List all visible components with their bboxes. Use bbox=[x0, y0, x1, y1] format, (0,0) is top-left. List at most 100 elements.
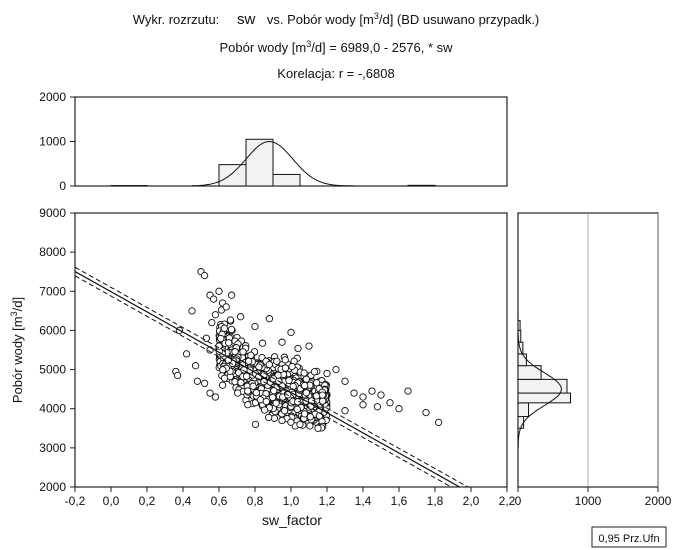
scatter-point bbox=[312, 379, 321, 387]
scatter-point bbox=[251, 322, 259, 331]
scatter-point bbox=[218, 381, 227, 389]
scatter-point bbox=[301, 381, 309, 390]
scatter-point bbox=[217, 334, 225, 343]
scatter-point bbox=[220, 324, 228, 332]
scatter-points bbox=[75, 266, 469, 487]
right-hist-x-tick-label: 1000 bbox=[575, 494, 602, 508]
scatter-point bbox=[209, 295, 218, 303]
scatter-point bbox=[258, 339, 267, 347]
confidence-legend-label: 0,95 Prz.Ufn bbox=[598, 533, 659, 545]
chart-header-line3: Korelacja: r = -,6808 bbox=[277, 66, 394, 81]
top-histogram-frame bbox=[74, 96, 508, 187]
scatter-point bbox=[312, 392, 321, 400]
scatter-point bbox=[239, 348, 247, 356]
header-text-a: vs. Pobór wody [m bbox=[267, 12, 374, 27]
scatter-point bbox=[294, 398, 302, 406]
scatter-point bbox=[249, 382, 257, 390]
scatter-point bbox=[225, 339, 233, 347]
right-hist-x-tick-label: 0 bbox=[515, 494, 522, 508]
top-hist-y-tick-label: 0 bbox=[59, 179, 66, 193]
scatter-point bbox=[306, 422, 314, 430]
y-tick-label: 3000 bbox=[39, 441, 66, 455]
scatter-point bbox=[278, 338, 286, 346]
confidence-upper bbox=[75, 266, 469, 487]
scatter-point bbox=[280, 407, 289, 415]
y-tick-label: 2000 bbox=[39, 480, 66, 494]
scatter-point bbox=[237, 378, 245, 387]
scatter-point bbox=[434, 418, 443, 427]
x-tick-label: 2,0 bbox=[463, 494, 480, 508]
scatter-point bbox=[306, 413, 314, 421]
x-tick-label: 1,8 bbox=[427, 494, 444, 508]
scatter-point bbox=[202, 334, 211, 342]
scatter-point bbox=[287, 328, 295, 337]
scatter-point bbox=[341, 377, 349, 385]
top-hist-y-tick-label: 1000 bbox=[39, 135, 66, 149]
top-hist-bar bbox=[407, 184, 436, 187]
scatter-point bbox=[278, 416, 286, 425]
top-hist-curve bbox=[192, 140, 354, 187]
scatter-point bbox=[260, 406, 269, 414]
x-tick-label: 2,2 bbox=[499, 494, 516, 508]
y-tick-label: 5000 bbox=[39, 363, 66, 377]
right-hist-bar bbox=[517, 392, 571, 404]
top-hist-bar bbox=[272, 173, 301, 187]
scatter-plot: -0,2 0,0 0,2 0,4 0,6 0,8 1,0 1,2 1,4 1,6 1,8 2,0 2,2… bbox=[39, 206, 515, 508]
top-hist-bar bbox=[218, 164, 247, 187]
scatter-point bbox=[332, 365, 340, 374]
scatter-point bbox=[236, 313, 245, 321]
y-label-b: /d] bbox=[10, 297, 25, 311]
scatter-point bbox=[296, 420, 304, 429]
scatter-point bbox=[300, 369, 308, 377]
scatter-point bbox=[219, 366, 227, 374]
scatter-point bbox=[281, 356, 289, 364]
y-tick-label: 7000 bbox=[39, 284, 66, 298]
right-histogram: 0 1000 2000 bbox=[515, 213, 672, 508]
top-histogram: 0 1000 2000 bbox=[39, 90, 436, 193]
y-tick-label: 9000 bbox=[39, 206, 66, 220]
scatter-point bbox=[200, 379, 209, 387]
scatter-point bbox=[422, 408, 430, 417]
scatter-point bbox=[226, 316, 235, 324]
x-tick-label: 1,4 bbox=[355, 494, 372, 508]
scatter-point bbox=[265, 360, 273, 369]
scatter-point bbox=[281, 364, 290, 372]
equation-b: /d] = 6989,0 - 2576, * sw bbox=[311, 40, 453, 55]
scatter-point bbox=[244, 387, 252, 395]
scatter-point bbox=[200, 271, 209, 280]
scatter-point bbox=[245, 357, 253, 365]
scatter-point bbox=[265, 315, 274, 323]
scatter-point bbox=[262, 397, 270, 406]
scatter-point bbox=[251, 420, 260, 429]
scatter-point bbox=[386, 399, 394, 407]
scatter-point bbox=[341, 407, 349, 415]
confidence-lower bbox=[75, 275, 453, 487]
top-hist-y-tick-label: 2000 bbox=[39, 90, 66, 104]
regression-line bbox=[75, 271, 461, 487]
y-tick-label: 6000 bbox=[39, 323, 66, 337]
scatter-point bbox=[222, 303, 230, 311]
scatter-point bbox=[227, 325, 236, 334]
scatter-point bbox=[182, 350, 191, 358]
scatter-point bbox=[368, 387, 376, 395]
scatter-point bbox=[244, 401, 252, 409]
x-tick-label: 0,0 bbox=[103, 494, 120, 508]
scatter-point bbox=[288, 362, 296, 371]
x-tick-label: 1,6 bbox=[391, 494, 408, 508]
scatter-point bbox=[242, 372, 251, 380]
scatter-point bbox=[234, 389, 242, 397]
x-tick-label: -0,2 bbox=[65, 494, 86, 508]
scatter-point bbox=[272, 399, 280, 407]
scatter-point bbox=[215, 287, 223, 295]
x-tick-label: 0,4 bbox=[175, 494, 192, 508]
scatter-point bbox=[231, 378, 239, 386]
scatter-point bbox=[359, 401, 367, 409]
y-tick-label: 8000 bbox=[39, 245, 66, 259]
scatter-point bbox=[314, 424, 322, 432]
scatter-point bbox=[208, 318, 216, 327]
scatter-point bbox=[211, 311, 220, 319]
scatter-point bbox=[206, 389, 214, 397]
scatter-point bbox=[287, 418, 295, 426]
scatter-frame bbox=[74, 212, 508, 488]
scatter-point bbox=[188, 307, 196, 315]
